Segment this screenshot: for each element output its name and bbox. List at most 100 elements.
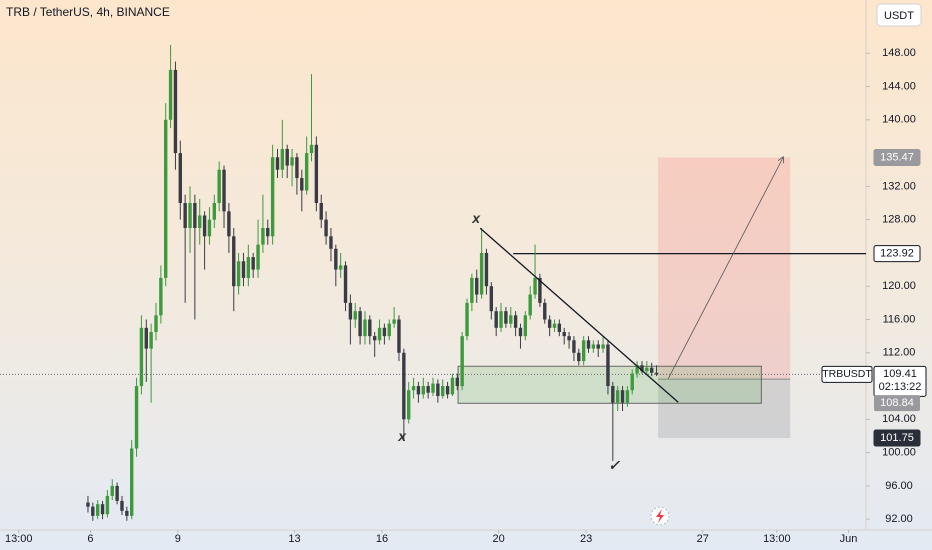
candle-body bbox=[640, 365, 644, 372]
candle-body bbox=[620, 390, 625, 403]
last-price-label: 109.41 bbox=[883, 368, 917, 380]
candle-body bbox=[484, 252, 489, 287]
y-tick-label: 140.00 bbox=[882, 114, 916, 126]
candle-body bbox=[450, 377, 455, 395]
candle-body bbox=[630, 373, 634, 391]
price-badge-label: 101.75 bbox=[880, 432, 914, 444]
y-tick-label: 104.00 bbox=[882, 413, 916, 425]
candle-body bbox=[256, 244, 260, 270]
candle-body bbox=[586, 340, 591, 349]
candle-body bbox=[188, 203, 192, 228]
x-tick-label: 9 bbox=[175, 533, 181, 545]
candle-body bbox=[557, 323, 562, 332]
candle-body bbox=[309, 144, 314, 154]
candle-body bbox=[270, 157, 275, 237]
candle-body bbox=[353, 311, 357, 320]
currency-button[interactable] bbox=[876, 3, 922, 27]
candle-body bbox=[115, 485, 119, 501]
x-tick-label: 20 bbox=[492, 533, 504, 545]
candle-body bbox=[198, 215, 202, 228]
candle-body bbox=[567, 336, 571, 341]
candle-body bbox=[411, 386, 416, 391]
candle-body bbox=[261, 227, 265, 245]
symbol-badge bbox=[821, 365, 873, 383]
arrow bbox=[667, 157, 783, 379]
candle-body bbox=[591, 344, 596, 349]
candle-body bbox=[246, 257, 251, 278]
candle-body bbox=[130, 448, 134, 516]
candle-body bbox=[314, 144, 319, 204]
x-tick-label: Jun bbox=[840, 533, 858, 545]
x-tick-label: 13:00 bbox=[763, 533, 791, 545]
candle-body bbox=[139, 327, 144, 387]
y-tick-label: 128.00 bbox=[882, 214, 916, 226]
candle-body bbox=[387, 323, 391, 337]
candle-body bbox=[363, 319, 367, 337]
y-tick-label: 144.00 bbox=[882, 80, 916, 92]
candle-body bbox=[649, 367, 654, 373]
candle-body bbox=[212, 203, 217, 220]
x-tick-label: 6 bbox=[87, 533, 93, 545]
countdown-label: 02:13:22 bbox=[879, 381, 922, 393]
candle-body bbox=[382, 327, 387, 337]
candle-body bbox=[319, 203, 323, 220]
candle-body bbox=[154, 315, 158, 332]
candle-body bbox=[334, 248, 338, 270]
target-zone bbox=[658, 157, 791, 380]
candle-body bbox=[290, 157, 294, 166]
candle-body bbox=[295, 157, 299, 179]
candle-body bbox=[372, 336, 377, 341]
candle-body bbox=[100, 504, 105, 515]
candle-body bbox=[338, 265, 343, 270]
candle-body bbox=[518, 327, 523, 337]
lightning-icon[interactable] bbox=[650, 506, 670, 526]
candle-body bbox=[635, 365, 639, 374]
candle-body bbox=[368, 319, 372, 337]
price-badge bbox=[873, 245, 921, 263]
candle-body bbox=[572, 340, 576, 353]
candle-body bbox=[523, 315, 528, 337]
candle-body bbox=[358, 311, 362, 337]
candle-body bbox=[421, 386, 425, 395]
candle-body bbox=[280, 148, 285, 170]
candle-body bbox=[241, 261, 246, 278]
symbol-label: TRBUSDT bbox=[822, 368, 872, 380]
candle-body bbox=[538, 277, 542, 303]
stop-zone bbox=[658, 379, 791, 439]
candle-body bbox=[329, 236, 333, 249]
candle-body bbox=[149, 331, 153, 349]
x-tick-label: 27 bbox=[697, 533, 709, 545]
candle-body bbox=[397, 319, 401, 353]
candle-body bbox=[105, 495, 110, 515]
y-tick-label: 100.00 bbox=[882, 447, 916, 459]
candle-body bbox=[193, 203, 197, 228]
currency-label[interactable]: USDT bbox=[884, 10, 914, 22]
y-tick-label: 92.00 bbox=[885, 513, 913, 525]
candle-body bbox=[348, 302, 353, 320]
annotation: x bbox=[471, 210, 481, 226]
candle-body bbox=[232, 236, 236, 287]
support-zone bbox=[457, 365, 762, 404]
candle-body bbox=[509, 315, 513, 324]
candle-body bbox=[275, 157, 280, 170]
candle-body bbox=[445, 386, 450, 395]
y-tick-label: 112.00 bbox=[883, 347, 916, 359]
candle-body bbox=[625, 390, 630, 403]
candle-body bbox=[407, 390, 411, 420]
candle-body bbox=[431, 383, 435, 393]
candle-body bbox=[436, 383, 440, 397]
x-tick-label: 13:00 bbox=[5, 533, 33, 545]
candle-body bbox=[581, 340, 586, 362]
candle-body bbox=[120, 500, 124, 511]
candle-body bbox=[470, 277, 474, 303]
candle-body bbox=[134, 386, 139, 449]
candle-body bbox=[426, 386, 430, 393]
y-tick-label: 96.00 bbox=[885, 480, 913, 492]
candle-body bbox=[479, 252, 484, 295]
candle-body bbox=[173, 69, 178, 154]
candle-body bbox=[343, 265, 348, 303]
candle-body bbox=[552, 323, 557, 328]
candle-body bbox=[601, 344, 605, 349]
y-tick-label: 132.00 bbox=[882, 180, 916, 192]
